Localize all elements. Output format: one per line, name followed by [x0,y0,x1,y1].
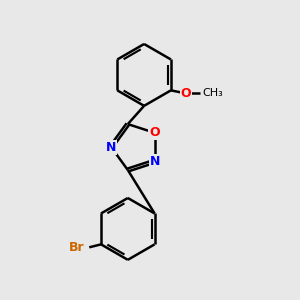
Text: N: N [106,141,116,154]
Text: O: O [149,126,160,140]
Text: O: O [180,87,191,100]
Text: Br: Br [69,241,85,254]
Text: N: N [150,155,160,168]
Text: CH₃: CH₃ [202,88,223,98]
